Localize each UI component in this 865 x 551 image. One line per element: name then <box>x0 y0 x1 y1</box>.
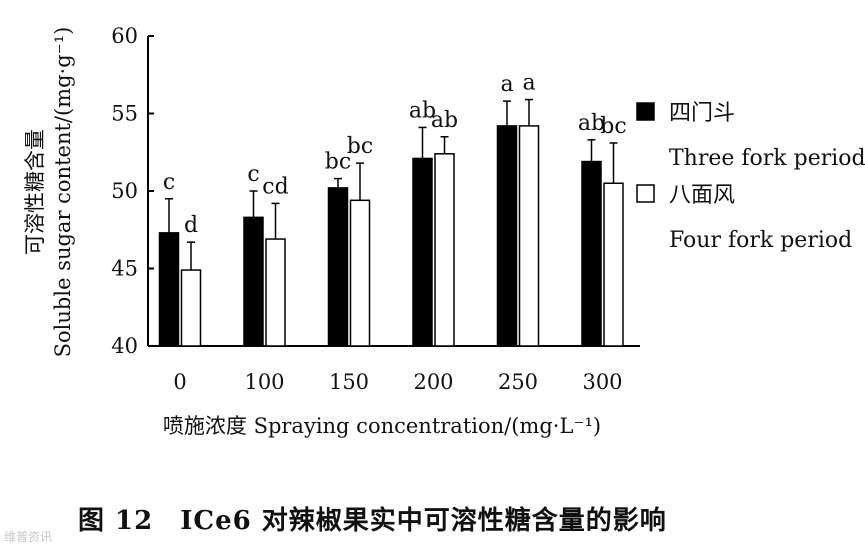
y-tick-label: 55 <box>111 102 138 126</box>
significance-letter: c <box>163 170 175 195</box>
significance-letter: a <box>500 72 513 97</box>
bar <box>412 157 433 347</box>
x-tick-label: 200 <box>413 370 453 394</box>
y-tick-label: 50 <box>111 179 138 203</box>
legend-label-en: Four fork period <box>669 228 852 253</box>
bar <box>518 125 540 347</box>
axes: 40 45 50 55 60 0 100 150 200 250 300 <box>111 24 640 394</box>
significance-letter: ab <box>409 98 436 123</box>
legend-label-cn: 四门斗 <box>669 101 735 126</box>
bar <box>158 232 180 347</box>
y-tick-label: 45 <box>111 257 138 281</box>
watermark: 维普资讯 <box>4 530 53 544</box>
significance-letter: d <box>184 213 198 238</box>
legend-swatch <box>636 102 655 121</box>
significance-letter: bc <box>325 150 351 175</box>
legend-label-cn: 八面风 <box>669 183 735 208</box>
legend: 四门斗 Three fork period 八面风 Four fork period <box>636 101 865 253</box>
significance-letter: bc <box>347 134 373 159</box>
y-tick-label: 60 <box>111 24 138 48</box>
significance-letter: c <box>247 162 259 187</box>
x-axis-label: 喷施浓度 Spraying concentration/(mg·L⁻¹) <box>163 414 601 438</box>
figure-caption: 图 12 ICe6 对辣椒果实中可溶性糖含量的影响 <box>78 506 667 536</box>
y-tick-label: 40 <box>111 334 138 358</box>
bar <box>180 269 202 347</box>
y-axis-label-cn: 可溶性糖含量 <box>23 129 47 255</box>
significance-letter: bc <box>600 114 626 139</box>
significance-letter: ab <box>431 108 458 133</box>
bar <box>603 182 624 347</box>
bar <box>243 216 264 347</box>
bar <box>265 238 286 347</box>
significance-letter: cd <box>262 174 288 199</box>
significance-letter: a <box>522 71 535 96</box>
legend-label-en: Three fork period <box>669 146 865 171</box>
bar <box>327 187 349 347</box>
x-tick-label: 150 <box>329 370 369 394</box>
bar <box>581 160 602 347</box>
legend-swatch <box>636 184 655 203</box>
y-axis-label-en: Soluble sugar content/(mg·g⁻¹) <box>51 27 75 358</box>
significance-letter: ab <box>578 111 605 136</box>
x-tick-label: 0 <box>173 370 186 394</box>
bar <box>434 153 455 347</box>
x-tick-label: 250 <box>498 370 538 394</box>
bar <box>349 199 371 347</box>
x-tick-label: 300 <box>582 370 622 394</box>
x-tick-label: 100 <box>244 370 284 394</box>
bar <box>496 125 518 347</box>
